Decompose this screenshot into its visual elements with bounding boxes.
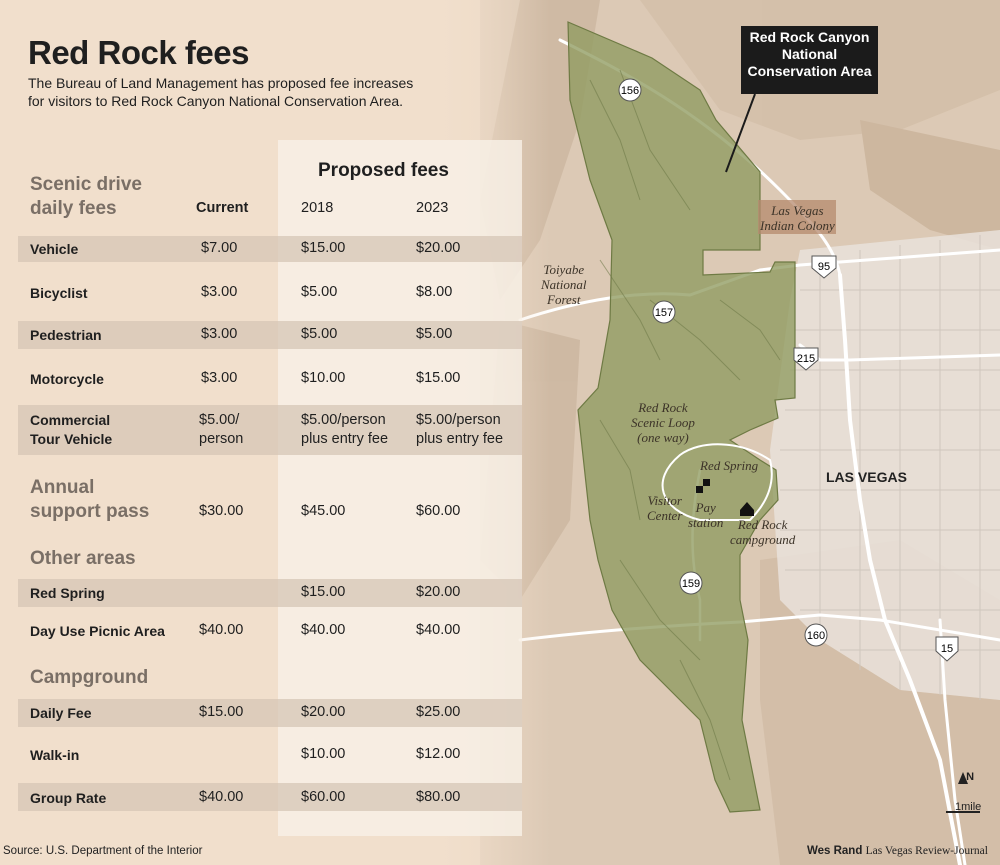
route-shield-15: 15: [935, 636, 959, 662]
cell-2023: $25.00: [416, 704, 461, 720]
svg-text:159: 159: [682, 578, 700, 590]
svg-text:160: 160: [807, 630, 825, 642]
column-header-2023: 2023: [416, 200, 449, 216]
cell-2018: $10.00: [301, 370, 346, 386]
source-note: Source: U.S. Department of the Interior: [3, 845, 203, 857]
map-label-indian-colony: Las Vegas Indian Colony: [760, 203, 835, 233]
cell-2023: $80.00: [416, 789, 461, 805]
row-band: [18, 321, 522, 349]
page-subtitle: The Bureau of Land Management has propos…: [28, 75, 414, 109]
map-label-scenic-loop: Red Rock Scenic Loop (one way): [631, 400, 695, 445]
map-label-red-spring: Red Spring: [700, 458, 759, 473]
cell-2023: $5.00/person plus entry fee: [416, 412, 504, 447]
cell-2023: $15.00: [416, 370, 461, 386]
cell-2018: $60.00: [301, 789, 346, 805]
map-label-toiyabe-forest: Toiyabe National Forest: [541, 262, 587, 307]
svg-text:215: 215: [797, 353, 815, 365]
cell-2018: $5.00: [301, 284, 338, 300]
cell-2018: $5.00/person plus entry fee: [301, 412, 389, 447]
cell-current: $3.00: [201, 326, 238, 342]
cell-2018: $15.00: [301, 584, 346, 600]
route-shield-160: 160: [804, 623, 828, 647]
section-heading-annual-support-pass: Annual support pass: [30, 477, 150, 522]
row-label-vehicle: Vehicle: [30, 241, 79, 257]
visitor-center-marker: [696, 486, 703, 493]
conservation-area-callout: Red Rock Canyon National Conservation Area: [741, 26, 878, 94]
map-label-pay-station: Pay station: [688, 500, 724, 530]
cell-2023: $20.00: [416, 240, 461, 256]
cell-current: $5.00/person: [199, 412, 244, 447]
section-heading-other-areas: Other areas: [30, 548, 136, 569]
column-header-2018: 2018: [301, 200, 334, 216]
cell-2023: $12.00: [416, 746, 461, 762]
map-label-campground: Red Rock campground: [730, 517, 796, 547]
cell-current: $7.00: [201, 240, 238, 256]
cell-current: $3.00: [201, 284, 238, 300]
route-shields: 156 157 159 95 215 160 15: [618, 78, 959, 662]
conservation-area: [567, 21, 796, 813]
row-band: [18, 783, 522, 811]
row-label-day-use-picnic-area: Day Use Picnic Area: [30, 623, 165, 639]
row-label-daily-fee: Daily Fee: [30, 705, 92, 721]
row-label-pedestrian: Pedestrian: [30, 327, 102, 343]
cell-2023: $5.00: [416, 326, 453, 342]
city-grid: [770, 230, 1000, 700]
cell-current: $30.00: [199, 503, 244, 519]
svg-text:157: 157: [655, 307, 673, 319]
cell-current: $3.00: [201, 370, 238, 386]
row-band: [18, 236, 522, 262]
svg-text:156: 156: [621, 85, 639, 97]
cell-2018: $5.00: [301, 326, 338, 342]
row-band: [18, 699, 522, 727]
cell-2023: $20.00: [416, 584, 461, 600]
row-label-commercial-tour-vehicle: Commercial Tour Vehicle: [30, 412, 113, 447]
cell-2018: $20.00: [301, 704, 346, 720]
pay-station-marker: [703, 479, 710, 486]
scenic-loop-road: [661, 443, 773, 521]
route-shield-159: 159: [679, 571, 703, 595]
cell-current: $15.00: [199, 704, 244, 720]
cell-2023: $40.00: [416, 622, 461, 638]
campground-marker: [740, 502, 754, 516]
cell-2018: $10.00: [301, 746, 346, 762]
route-shield-157: 157: [652, 300, 676, 324]
page-title: Red Rock fees: [28, 34, 249, 71]
row-label-bicyclist: Bicyclist: [30, 285, 88, 301]
row-band: [18, 579, 522, 607]
section-heading-scenic-drive: Scenic drive daily fees: [30, 174, 142, 219]
cell-2023: $60.00: [416, 503, 461, 519]
section-heading-campground: Campground: [30, 667, 149, 688]
route-shield-156: 156: [618, 78, 642, 102]
credit-line: Wes Rand Las Vegas Review-Journal: [806, 845, 988, 857]
route-shield-215: 215: [793, 347, 819, 371]
row-label-motorcycle: Motorcycle: [30, 371, 104, 387]
cell-2018: $40.00: [301, 622, 346, 638]
cell-current: $40.00: [199, 789, 244, 805]
indian-colony-area: [758, 200, 836, 234]
map-label-visitor-center: Visitor Center: [647, 493, 683, 523]
route-shield-95: 95: [811, 255, 837, 279]
svg-text:15: 15: [941, 643, 953, 655]
svg-text:95: 95: [818, 261, 830, 273]
cell-2023: $8.00: [416, 284, 453, 300]
row-label-red-spring: Red Spring: [30, 585, 105, 601]
cell-current: $40.00: [199, 622, 244, 638]
scale-indicator: N 1mile: [955, 771, 982, 813]
cell-2018: $15.00: [301, 240, 346, 256]
row-band: [18, 405, 522, 455]
row-label-group-rate: Group Rate: [30, 790, 107, 806]
column-header-current: Current: [196, 200, 249, 216]
row-label-walk-in: Walk-in: [30, 747, 80, 763]
north-arrow-icon: [958, 772, 968, 784]
proposed-fees-heading: Proposed fees: [318, 160, 449, 181]
callout-pointer: [725, 93, 756, 173]
map-label-las-vegas: LAS VEGAS: [826, 469, 907, 485]
cell-2018: $45.00: [301, 503, 346, 519]
